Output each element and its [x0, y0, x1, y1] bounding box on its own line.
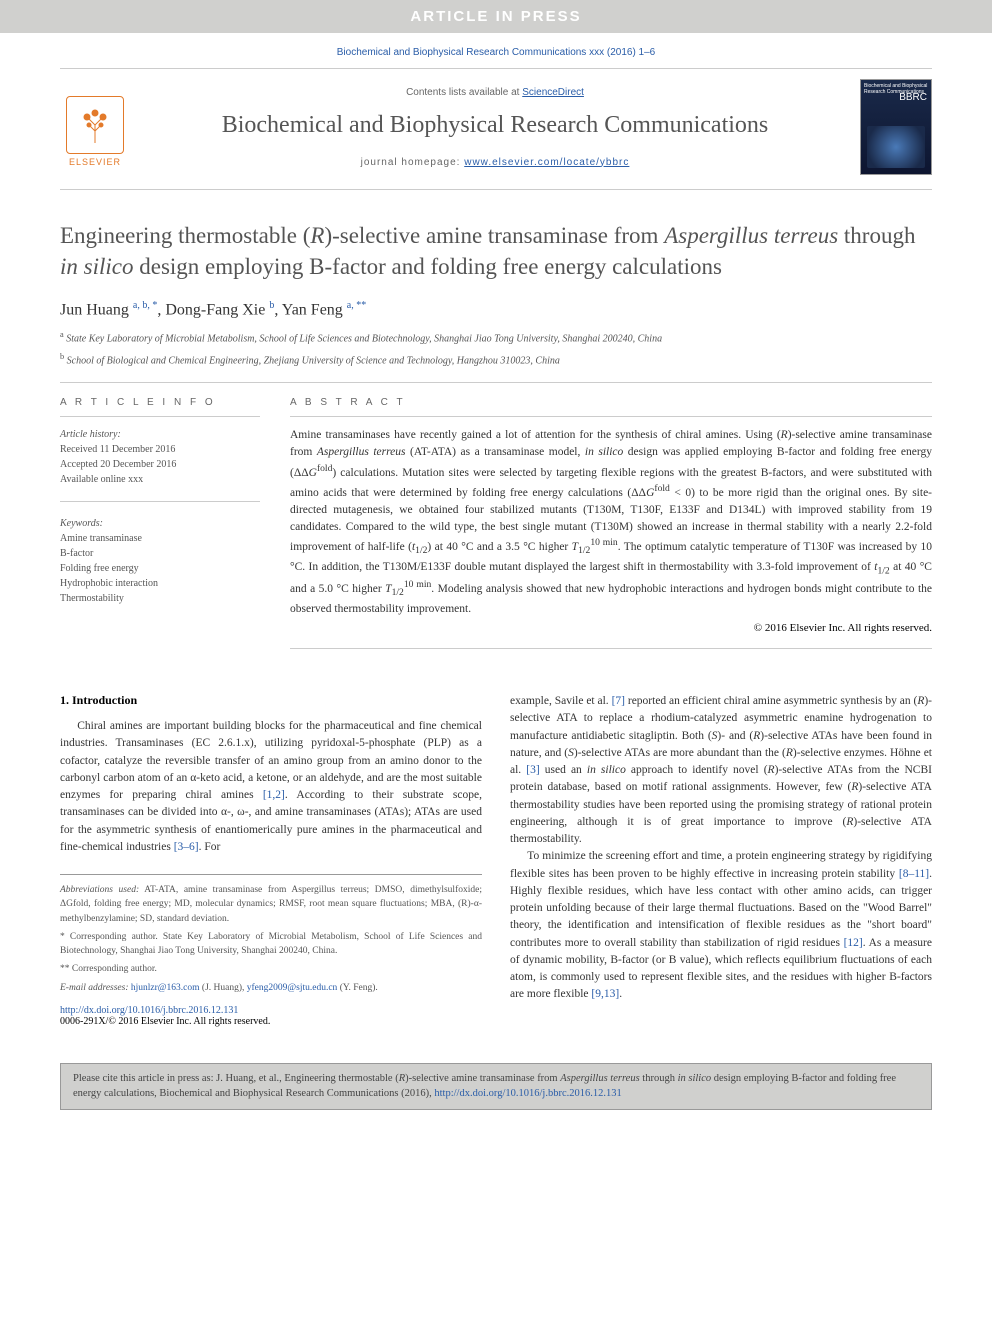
footnotes: Abbreviations used: AT-ATA, amine transa…: [60, 874, 482, 995]
contents-available-line: Contents lists available at ScienceDirec…: [144, 87, 846, 98]
citation-header: Biochemical and Biophysical Research Com…: [0, 33, 992, 68]
keywords-label: Keywords:: [60, 516, 260, 531]
elsevier-logo[interactable]: ELSEVIER: [60, 87, 130, 167]
article-title: Engineering thermostable (R)-selective a…: [60, 220, 932, 282]
article-info-sidebar: A R T I C L E I N F O Article history: R…: [60, 397, 260, 663]
abstract-heading: A B S T R A C T: [290, 397, 932, 417]
intro-col2: example, Savile et al. [7] reported an e…: [510, 693, 932, 1004]
divider: [60, 382, 932, 383]
article-info-heading: A R T I C L E I N F O: [60, 397, 260, 417]
journal-masthead: ELSEVIER Contents lists available at Sci…: [60, 68, 932, 190]
history-accepted: Accepted 20 December 2016: [60, 457, 260, 472]
introduction-heading: 1. Introduction: [60, 693, 482, 708]
elsevier-label: ELSEVIER: [69, 157, 121, 167]
journal-homepage-link[interactable]: www.elsevier.com/locate/ybbrc: [464, 157, 629, 168]
intro-col1: Chiral amines are important building blo…: [60, 718, 482, 856]
abstract-text: Amine transaminases have recently gained…: [290, 427, 932, 618]
issn-copyright: 0006-291X/© 2016 Elsevier Inc. All right…: [60, 1016, 482, 1027]
abstract-section: A B S T R A C T Amine transaminases have…: [290, 397, 932, 663]
history-online: Available online xxx: [60, 472, 260, 487]
journal-cover-thumbnail[interactable]: Biochemical and Biophysical Research Com…: [860, 79, 932, 175]
cover-graphic: [867, 126, 925, 168]
cover-bbrc-label: BBRC: [899, 92, 927, 103]
keyword: Thermostability: [60, 591, 260, 606]
keyword: Folding free energy: [60, 561, 260, 576]
corresponding-author-2: ** Corresponding author.: [60, 962, 482, 976]
elsevier-tree-icon: [66, 96, 124, 154]
history-received: Received 11 December 2016: [60, 442, 260, 457]
email-link-2[interactable]: yfeng2009@sjtu.edu.cn: [247, 983, 338, 993]
journal-name: Biochemical and Biophysical Research Com…: [144, 112, 846, 139]
history-label: Article history:: [60, 427, 260, 442]
keyword: B-factor: [60, 546, 260, 561]
author-list: Jun Huang a, b, *, Dong-Fang Xie b, Yan …: [60, 300, 932, 319]
doi-link[interactable]: http://dx.doi.org/10.1016/j.bbrc.2016.12…: [60, 1005, 238, 1016]
keyword: Amine transaminase: [60, 531, 260, 546]
abstract-copyright: © 2016 Elsevier Inc. All rights reserved…: [290, 622, 932, 634]
corresponding-author-1: * Corresponding author. State Key Labora…: [60, 930, 482, 959]
citation-box: Please cite this article in press as: J.…: [60, 1063, 932, 1110]
email-link-1[interactable]: hjunlzr@163.com: [131, 983, 200, 993]
sciencedirect-link[interactable]: ScienceDirect: [522, 87, 584, 98]
affiliations: a State Key Laboratory of Microbial Meta…: [60, 329, 932, 368]
article-in-press-banner: ARTICLE IN PRESS: [0, 0, 992, 33]
keyword: Hydrophobic interaction: [60, 576, 260, 591]
journal-homepage-line: journal homepage: www.elsevier.com/locat…: [144, 157, 846, 168]
